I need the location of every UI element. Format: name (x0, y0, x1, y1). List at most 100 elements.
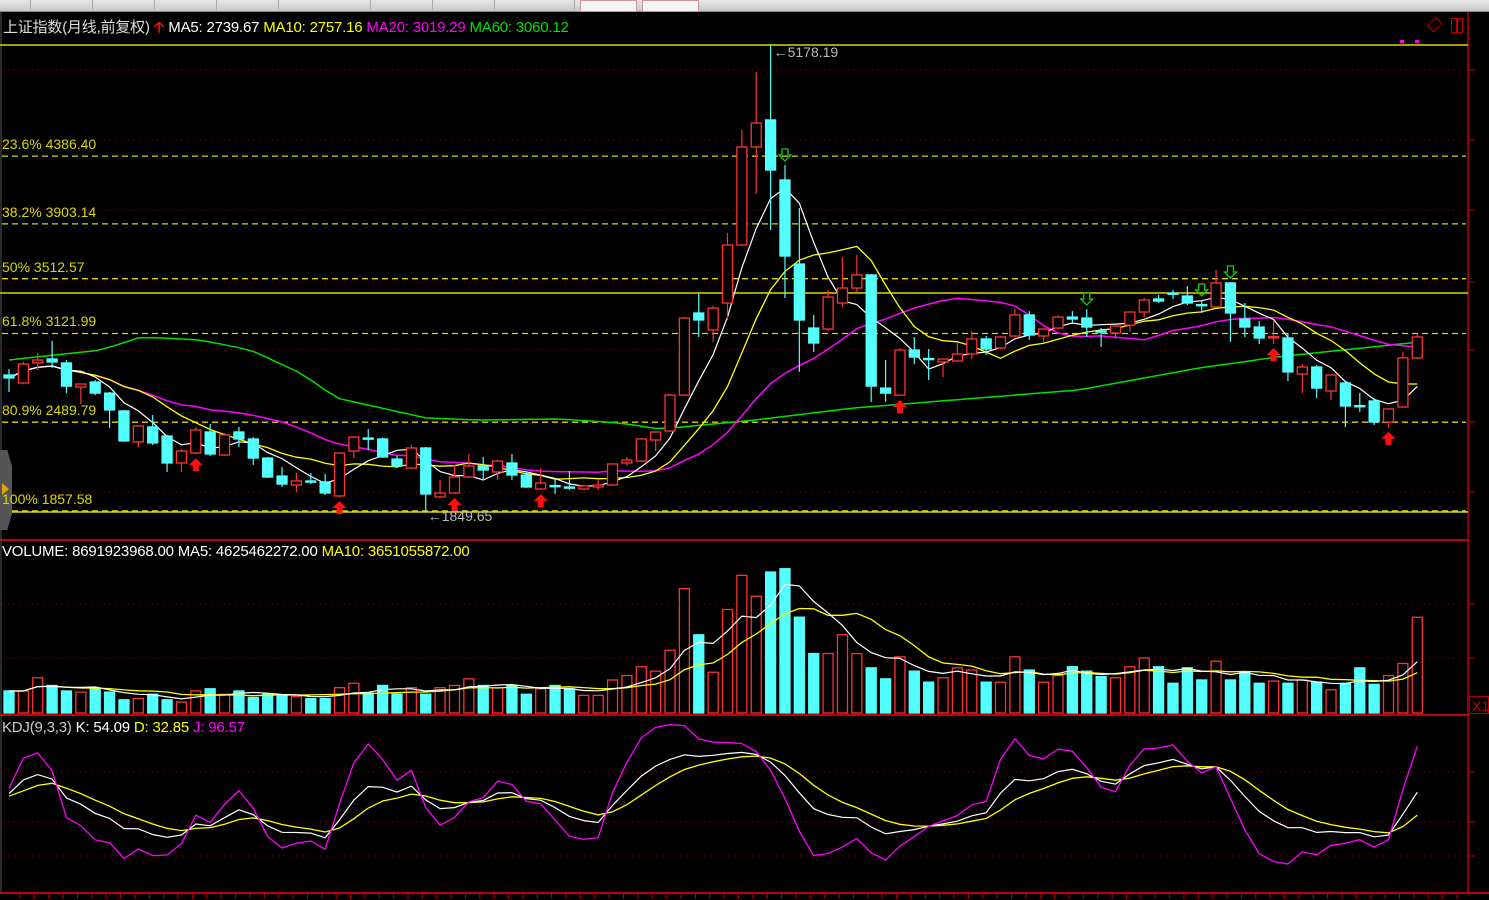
candle-down (693, 312, 705, 321)
candle-down (60, 362, 73, 387)
marker-dot (1415, 40, 1419, 43)
volume-bar (204, 688, 216, 714)
volume-bar (908, 670, 920, 714)
candle-up (348, 436, 360, 452)
volume-bar (1296, 679, 1308, 714)
candle-up (592, 484, 604, 488)
up-arrow-icon: 🡡 (153, 19, 165, 36)
candle-down (980, 338, 992, 350)
menu-tab[interactable] (432, 0, 495, 10)
scale-button[interactable]: X1 (1469, 696, 1489, 714)
candle-down (147, 426, 159, 444)
candle-down (391, 458, 403, 467)
menu-tab[interactable] (154, 0, 217, 10)
candle-up (635, 438, 647, 462)
candle-down (362, 437, 374, 440)
volume-bar (1267, 680, 1280, 714)
volume-bar (1311, 681, 1323, 714)
volume-bar (60, 690, 73, 714)
volume-bar (1239, 671, 1251, 714)
volume-bar (1181, 667, 1193, 714)
candle-up (707, 307, 719, 331)
fib-label: 38.2% 3903.14 (2, 203, 97, 220)
volume-bar (190, 690, 202, 714)
ma20-value: MA20: 3019.29 (366, 19, 466, 36)
volume-bar (75, 691, 87, 714)
candle-down (319, 481, 331, 494)
menu-tab[interactable] (370, 0, 433, 10)
candle-up (822, 296, 834, 330)
candle-up (736, 146, 748, 246)
fib-label: 61.8% 3121.99 (2, 313, 97, 330)
candle-up (290, 480, 303, 486)
candle-down (1081, 317, 1093, 328)
candle-up (1267, 336, 1280, 339)
menu-tab[interactable] (0, 0, 31, 10)
candle-down (3, 374, 15, 379)
buy-arrow-icon (1381, 431, 1396, 445)
buy-arrow-icon (447, 497, 462, 511)
fib-label: 50% 3512.57 (2, 258, 85, 275)
volume-bar (1009, 656, 1021, 714)
volume-bar (477, 684, 489, 714)
candle-down (276, 475, 288, 485)
volume-bar (1339, 682, 1352, 714)
volume-bar (1037, 681, 1050, 714)
menu-tab[interactable] (278, 0, 371, 10)
candle-up (578, 485, 590, 490)
volume-bar (793, 616, 805, 714)
candle-up (1397, 357, 1409, 408)
volume-bar (1138, 657, 1150, 714)
ma60-line (8, 336, 1418, 430)
candle-down (477, 465, 489, 471)
volume-bar (118, 699, 130, 714)
volume-bar (147, 693, 159, 714)
candle-down (103, 392, 116, 411)
volume-bar (1081, 670, 1093, 714)
volume-bar (1224, 679, 1237, 714)
menu-tab-active[interactable] (580, 0, 637, 12)
menu-tab[interactable] (92, 0, 155, 10)
volume-bar (1196, 679, 1208, 714)
chart-title: 上证指数(月线,前复权) (3, 19, 150, 36)
volume-bar (966, 669, 978, 714)
candle-up (1296, 366, 1308, 375)
volume-bar (218, 693, 231, 714)
ma60-value: MA60: 3060.12 (469, 19, 569, 36)
menu-tab[interactable] (494, 0, 575, 10)
volume-bar (247, 696, 259, 714)
candle-down (1339, 382, 1352, 407)
volume-bar (664, 649, 676, 714)
volume-bar (376, 684, 389, 714)
candle-up (1325, 374, 1337, 392)
volume-bar (836, 634, 849, 714)
candle-up (1037, 328, 1050, 337)
candle-up (750, 122, 762, 148)
menu-tab-active[interactable] (642, 0, 699, 12)
volume-bar (822, 652, 834, 714)
candle-up (17, 363, 30, 384)
candle-down (1253, 326, 1265, 339)
candle-down (1167, 292, 1179, 295)
candle-up (894, 349, 906, 396)
volume-bar (1253, 682, 1265, 714)
scroll-handle[interactable] (0, 450, 12, 530)
window-toggle-icon[interactable] (1451, 18, 1463, 33)
candle-down (1282, 337, 1294, 373)
menu-tab[interactable] (216, 0, 279, 10)
menu-tab[interactable] (30, 0, 93, 10)
volume-bar (319, 698, 331, 714)
candle-up (606, 463, 619, 486)
volume-bar (3, 690, 15, 714)
volume-ma5-line (9, 583, 1418, 700)
volume-bar (1152, 666, 1165, 714)
volume-value: VOLUME: 8691923968.00 (2, 543, 174, 560)
volume-bar (563, 688, 576, 714)
volume-bar (894, 656, 906, 714)
candle-up (333, 452, 346, 497)
volume-bar (736, 574, 748, 714)
volume-bar (276, 694, 288, 714)
kdj-name: KDJ(9,3,3) (2, 719, 72, 736)
candle-down (1066, 316, 1079, 320)
